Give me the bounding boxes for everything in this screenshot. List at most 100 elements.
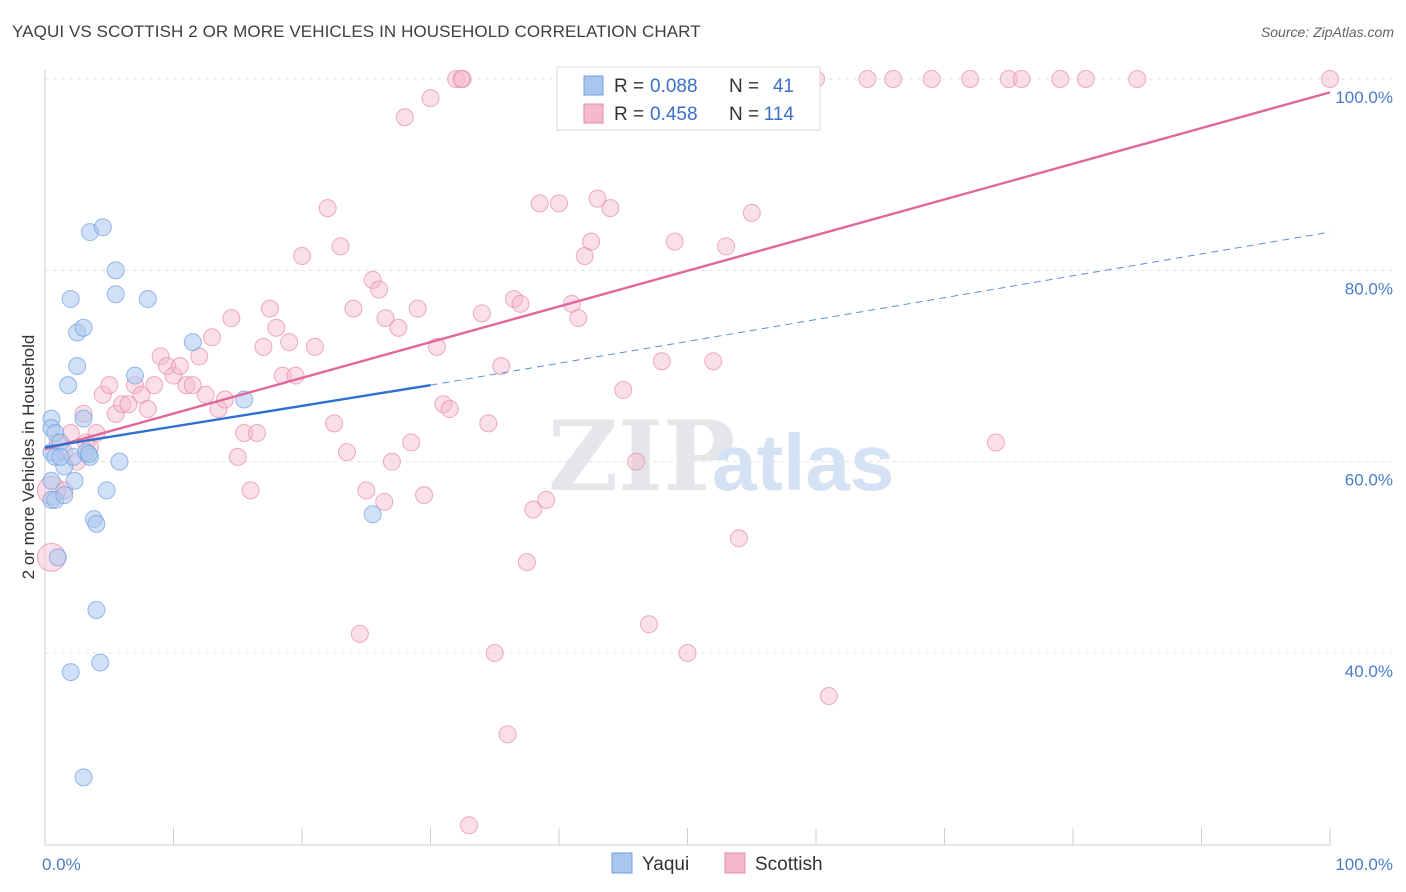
point-scottish (363, 270, 382, 289)
bottom-legend-scottish: Scottish (755, 854, 823, 875)
point-scottish (395, 108, 414, 127)
point-scottish (164, 366, 183, 385)
point-scottish (717, 237, 736, 256)
point-scottish (389, 318, 408, 337)
point-scottish (582, 232, 601, 251)
point-scottish (452, 70, 471, 88)
legend-yaqui-n-label: N = (729, 76, 759, 97)
point-yaqui (79, 445, 98, 464)
watermark-atlas: atlas (712, 418, 894, 507)
point-scottish (248, 423, 267, 442)
bottom-legend-yaqui: Yaqui (642, 854, 689, 875)
point-scottish (492, 357, 511, 375)
point-yaqui (91, 653, 110, 672)
point-yaqui (106, 261, 125, 280)
point-scottish (652, 352, 671, 371)
source-label: Source: ZipAtlas.com (1260, 24, 1394, 40)
point-scottish (183, 376, 202, 395)
bottom-legend: Yaqui Scottish (611, 852, 823, 875)
point-scottish (986, 433, 1005, 452)
point-scottish (614, 380, 633, 399)
point-yaqui (74, 409, 93, 428)
point-scottish (479, 414, 498, 433)
legend-scottish-n-label: N = (729, 104, 759, 125)
point-scottish (460, 816, 479, 835)
point-scottish (415, 486, 434, 505)
point-scottish (325, 414, 344, 433)
data-points (36, 70, 1339, 835)
point-scottish (729, 529, 748, 548)
trend-line-scottish (44, 91, 1331, 451)
point-scottish (440, 400, 459, 419)
bottom-legend-swatch-scottish (724, 852, 746, 874)
point-scottish (704, 352, 723, 371)
point-yaqui (61, 290, 80, 309)
point-scottish (203, 328, 222, 347)
point-scottish (999, 70, 1018, 88)
point-scottish (241, 481, 260, 500)
point-scottish (337, 443, 356, 462)
point-scottish (196, 385, 215, 404)
point-scottish (530, 194, 549, 213)
point-scottish (447, 70, 466, 88)
y-tick-label: 40.0% (1345, 662, 1393, 681)
point-scottish (588, 189, 607, 208)
point-scottish (884, 70, 903, 88)
point-scottish (158, 357, 177, 375)
point-scottish (222, 309, 241, 328)
y-tick-label: 80.0% (1345, 279, 1393, 298)
point-scottish (961, 70, 980, 88)
point-scottish (1076, 70, 1095, 88)
point-scottish (267, 318, 286, 337)
point-scottish (678, 644, 697, 662)
trend-lines (44, 91, 1331, 451)
point-scottish (375, 492, 394, 511)
point-scottish (305, 337, 324, 356)
point-yaqui (363, 505, 382, 524)
point-scottish (472, 304, 491, 323)
point-yaqui (97, 481, 116, 500)
legend-swatch-yaqui (583, 75, 604, 96)
chart-title: YAQUI VS SCOTTISH 2 OR MORE VEHICLES IN … (12, 22, 701, 41)
watermark-zip: ZIP (548, 400, 735, 513)
y-tick-label: 60.0% (1345, 471, 1393, 490)
point-scottish (639, 615, 658, 634)
point-scottish (138, 400, 157, 419)
legend-scottish-r-value: 0.458 (650, 104, 698, 125)
point-yaqui (110, 452, 129, 471)
point-scottish (742, 203, 761, 222)
point-scottish (627, 452, 646, 471)
point-yaqui (61, 663, 80, 682)
legend-yaqui-r-value: 0.088 (650, 76, 698, 97)
point-scottish (293, 246, 311, 265)
legend-swatch-scottish (583, 103, 604, 124)
point-scottish (100, 376, 119, 395)
trend-extension-yaqui (430, 231, 1331, 386)
point-yaqui (74, 768, 93, 787)
point-scottish (922, 70, 941, 88)
point-scottish (524, 500, 543, 519)
point-scottish (376, 309, 395, 328)
point-scottish (537, 490, 556, 509)
point-yaqui (65, 471, 84, 490)
point-scottish (498, 725, 517, 744)
watermark: ZIP atlas (548, 400, 894, 513)
point-yaqui (87, 514, 106, 533)
point-scottish (106, 404, 125, 423)
point-scottish (382, 452, 401, 471)
point-scottish (665, 232, 684, 251)
point-scottish (113, 395, 132, 414)
point-yaqui (87, 600, 106, 619)
legend-scottish-n-value: 114 (764, 104, 795, 125)
point-scottish (1128, 70, 1147, 88)
point-scottish (235, 423, 254, 442)
point-scottish (569, 309, 588, 328)
point-yaqui (125, 366, 144, 385)
x-tick-label: 0.0% (42, 855, 81, 874)
y-tick-label: 100.0% (1335, 88, 1393, 107)
point-yaqui (74, 318, 93, 337)
point-scottish (1051, 70, 1070, 88)
point-yaqui (55, 486, 74, 505)
legend-scottish-r-label: R = (614, 104, 644, 125)
